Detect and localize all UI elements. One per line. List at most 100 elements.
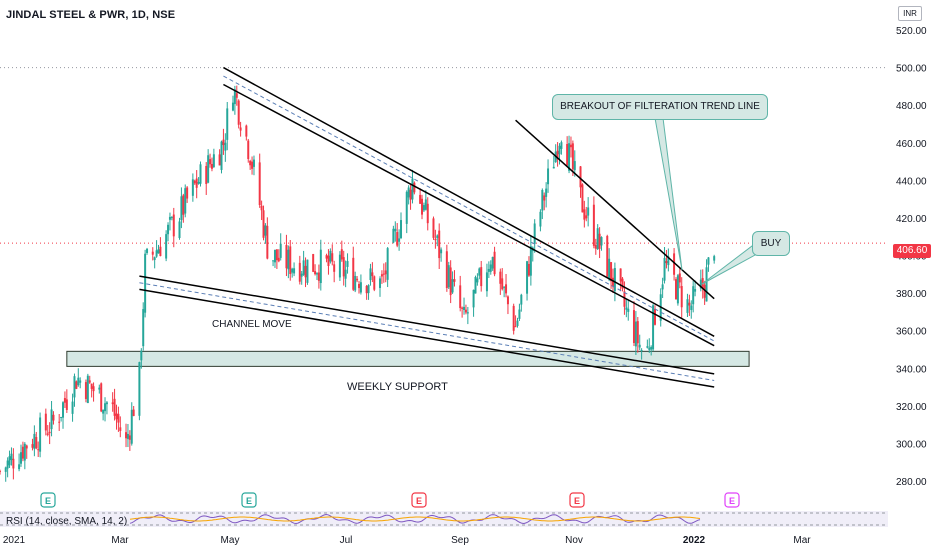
candle-body — [298, 262, 301, 282]
candle-body — [438, 230, 441, 259]
buy-pointer — [701, 245, 758, 285]
candle-body — [291, 268, 294, 273]
candle-body — [88, 380, 91, 383]
candle-body — [583, 209, 586, 220]
candle-body — [300, 273, 303, 277]
candle-body — [571, 143, 574, 170]
breakout-pointer — [654, 117, 683, 271]
candle-body — [491, 256, 494, 269]
trendline-lower-channel-a — [139, 275, 715, 375]
candle-body — [573, 161, 576, 171]
candle-body — [516, 320, 519, 326]
candle-body — [623, 291, 626, 307]
candle-body — [272, 260, 275, 262]
candle-body — [474, 277, 477, 294]
candle-body — [165, 234, 168, 259]
candle-body — [653, 308, 656, 325]
candle-body — [329, 250, 332, 262]
candle-body — [39, 417, 42, 452]
candle-body — [46, 433, 49, 435]
earnings-marker-icon — [411, 492, 427, 508]
earnings-marker-icon — [724, 492, 740, 508]
y-tick-label: 520.00 — [896, 26, 927, 37]
weekly-support-zone[interactable] — [66, 350, 750, 367]
lower-channel-midline — [139, 282, 715, 381]
candle-body — [648, 347, 651, 350]
candle-body — [359, 282, 362, 293]
candle-body — [640, 350, 643, 352]
candle-body — [686, 299, 689, 313]
candles — [0, 85, 716, 482]
candle-body — [594, 244, 597, 249]
candle-body — [151, 251, 154, 255]
candle-body — [239, 127, 242, 131]
candle-body — [505, 284, 508, 294]
candle-body — [25, 445, 28, 449]
candle-body — [489, 264, 492, 272]
candle-body — [579, 166, 582, 188]
candle-body — [293, 268, 296, 274]
candle-body — [4, 467, 7, 472]
candle-body — [459, 285, 462, 309]
candle-body — [665, 261, 668, 264]
candle-body — [197, 182, 200, 184]
candle-body — [319, 249, 322, 284]
candle-body — [23, 443, 26, 461]
candle-body — [432, 218, 435, 238]
candle-body — [621, 278, 624, 289]
candle-body — [233, 89, 236, 105]
breakout-callout[interactable]: BREAKOUT OF FILTERATION TREND LINE — [552, 94, 768, 120]
candle-body — [168, 216, 171, 220]
candle-body — [356, 278, 359, 281]
candle-body — [264, 225, 267, 236]
candle-body — [184, 188, 187, 214]
candle-body — [379, 278, 382, 288]
candle-body — [596, 228, 599, 250]
earnings-marker-label: E — [729, 496, 735, 506]
candle-body — [90, 383, 93, 389]
candle-body — [646, 346, 649, 348]
y-tick-label: 440.00 — [896, 176, 927, 187]
trendlines[interactable] — [139, 66, 715, 388]
candle-body — [445, 251, 448, 289]
candle-body — [419, 194, 422, 204]
candle-body — [0, 470, 1, 472]
candle-body — [382, 273, 385, 275]
candle-body — [224, 142, 227, 151]
buy-callout[interactable]: BUY — [752, 231, 790, 256]
candle-body — [560, 142, 563, 149]
rsi-panel — [0, 511, 888, 527]
candle-body — [115, 413, 118, 420]
candle-body — [352, 257, 355, 290]
currency-badge[interactable]: INR — [898, 6, 922, 21]
candle-body — [426, 203, 429, 224]
candle-body — [220, 141, 223, 170]
candle-body — [493, 251, 496, 275]
candle-body — [193, 180, 196, 184]
candle-body — [73, 376, 76, 398]
candle-body — [673, 253, 676, 275]
candle-body — [411, 178, 414, 200]
candle-body — [312, 254, 315, 272]
candle-body — [543, 195, 546, 201]
candle-body — [12, 458, 15, 469]
candle-body — [384, 270, 387, 275]
candle-body — [625, 307, 628, 310]
candle-body — [65, 399, 68, 410]
candle-body — [358, 284, 361, 289]
candle-body — [713, 256, 716, 261]
candle-body — [62, 402, 65, 418]
candle-body — [422, 205, 425, 211]
candle-body — [407, 187, 410, 198]
candle-body — [111, 402, 114, 405]
candle-body — [314, 271, 317, 275]
earnings-marker-icon — [241, 492, 257, 508]
candle-body — [650, 346, 653, 350]
candle-body — [413, 182, 416, 193]
candle-body — [63, 398, 66, 403]
candle-body — [636, 321, 639, 344]
trendline-upper-channel-a — [223, 66, 715, 337]
candle-body — [209, 159, 212, 165]
